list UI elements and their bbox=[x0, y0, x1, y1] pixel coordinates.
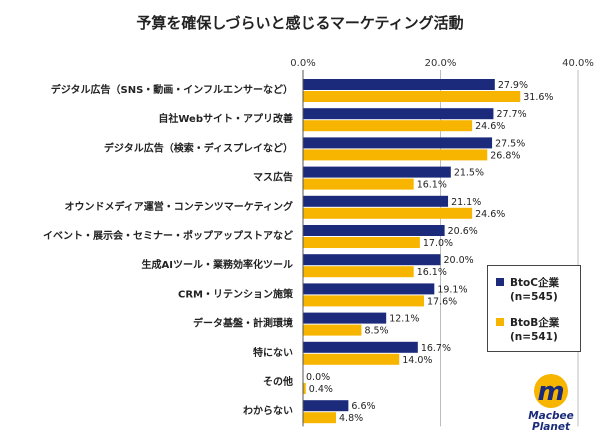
category-label: 生成AIツール・業務効率化ツール bbox=[142, 258, 293, 271]
x-tick-label: 0.0% bbox=[290, 58, 315, 69]
category-label: その他 bbox=[263, 375, 293, 388]
bar-btob bbox=[303, 178, 414, 190]
data-label-btoc: 20.0% bbox=[444, 255, 474, 266]
data-label-btoc: 19.1% bbox=[437, 284, 467, 295]
category-label: CRM・リテンション施策 bbox=[178, 287, 294, 300]
data-label-btoc: 21.5% bbox=[454, 168, 484, 179]
logo-text-line2: Planet bbox=[532, 421, 570, 433]
bar-btob bbox=[303, 120, 473, 132]
bar-btoc bbox=[303, 79, 495, 90]
logo-mark-letter: m bbox=[537, 377, 564, 407]
data-label-btoc: 16.7% bbox=[421, 343, 451, 354]
data-label-btoc: 6.6% bbox=[351, 401, 375, 412]
data-label-btob: 16.1% bbox=[417, 180, 447, 191]
category-label: データ基盤・計測環境 bbox=[193, 317, 293, 330]
bar-btob bbox=[303, 149, 488, 161]
data-label-btoc: 27.5% bbox=[495, 138, 525, 149]
data-label-btob: 17.6% bbox=[427, 296, 457, 307]
data-label-btob: 4.8% bbox=[339, 413, 363, 424]
logo-mark-icon: m bbox=[534, 374, 568, 408]
bar-btoc bbox=[303, 195, 449, 207]
data-label-btoc: 0.0% bbox=[306, 372, 330, 383]
data-label-btob: 16.1% bbox=[417, 267, 447, 278]
bar-btob bbox=[303, 266, 414, 278]
category-label: わからない bbox=[243, 405, 293, 417]
bar-btob bbox=[303, 353, 400, 365]
data-label-btoc: 20.6% bbox=[448, 226, 478, 237]
data-label-btob: 14.0% bbox=[402, 355, 432, 366]
bar-btoc bbox=[303, 137, 493, 149]
bar-btob bbox=[303, 207, 473, 219]
data-label-btob: 24.6% bbox=[475, 121, 505, 132]
chart-title: 予算を確保しづらいと感じるマーケティング活動 bbox=[136, 14, 464, 32]
data-label-btoc: 27.7% bbox=[496, 109, 526, 120]
legend-swatch-btoc bbox=[496, 278, 504, 286]
bar-btoc bbox=[303, 254, 441, 266]
bar-btoc bbox=[303, 400, 349, 412]
data-label-btob: 26.8% bbox=[490, 150, 520, 161]
data-label-btoc: 12.1% bbox=[389, 314, 419, 325]
bar-btob bbox=[303, 91, 521, 102]
data-label-btob: 0.4% bbox=[309, 384, 333, 395]
bar-btob bbox=[303, 324, 362, 336]
category-label: 自社Webサイト・アプリ改善 bbox=[158, 112, 293, 125]
bar-btoc bbox=[303, 166, 451, 178]
bar-btob bbox=[303, 412, 336, 424]
data-label-btoc: 21.1% bbox=[451, 197, 481, 208]
legend-count-btoc: (n=545) bbox=[510, 291, 558, 303]
category-label: オウンドメディア運営・コンテンツマーケティング bbox=[65, 200, 294, 213]
data-label-btob: 17.0% bbox=[423, 238, 453, 249]
macbee-planet-logo: m Macbee Planet bbox=[521, 371, 581, 433]
legend-count-btob: (n=541) bbox=[510, 331, 558, 343]
data-label-btob: 31.6% bbox=[523, 92, 553, 103]
legend-label-btoc: BtoC企業 bbox=[510, 277, 559, 289]
legend: BtoC企業 (n=545) BtoB企業 (n=541) bbox=[487, 265, 581, 352]
x-tick-label: 20.0% bbox=[425, 58, 457, 69]
category-label: 特にない bbox=[253, 346, 293, 359]
bar-btob bbox=[303, 383, 306, 394]
bar-btoc bbox=[303, 225, 445, 236]
bar-btob bbox=[303, 237, 420, 248]
bar-btoc bbox=[303, 312, 387, 324]
data-label-btoc: 27.9% bbox=[498, 80, 528, 91]
bar-btoc bbox=[303, 283, 435, 295]
data-label-btob: 24.6% bbox=[475, 209, 505, 220]
bar-btoc bbox=[303, 341, 418, 353]
category-label: イベント・展示会・セミナー・ポップアップストアなど bbox=[43, 229, 293, 242]
legend-swatch-btob bbox=[496, 318, 504, 326]
category-label: マス広告 bbox=[253, 171, 293, 184]
data-label-btob: 8.5% bbox=[364, 326, 388, 337]
category-label: デジタル広告（検索・ディスプレイなど） bbox=[104, 141, 293, 154]
category-label: デジタル広告（SNS・動画・インフルエンサーなど） bbox=[51, 83, 293, 96]
legend-label-btob: BtoB企業 bbox=[510, 317, 560, 329]
x-tick-label: 40.0% bbox=[562, 58, 594, 69]
bar-btoc bbox=[303, 108, 494, 120]
logo-text-line1: Macbee bbox=[528, 410, 574, 422]
bar-btob bbox=[303, 295, 424, 307]
